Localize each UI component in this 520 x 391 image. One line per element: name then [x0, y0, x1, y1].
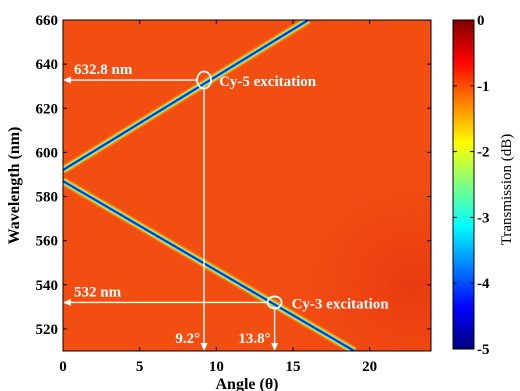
resonance-upper	[63, 20, 311, 174]
colorbar-tick-label: -5	[477, 342, 490, 358]
resonance-lower-band-3	[63, 180, 355, 351]
colorbar-tick-label: 0	[477, 13, 485, 29]
arrow-13deg-head	[271, 343, 279, 351]
colorbar-tick-label: -1	[477, 79, 490, 95]
y-tick-label: 620	[36, 101, 59, 117]
label-cy3-excitation: Cy-3 excitation	[292, 296, 390, 312]
y-axis-label: Wavelength (nm)	[6, 127, 23, 245]
colorbar-tick-label: -3	[477, 210, 490, 226]
y-tick-label: 540	[36, 278, 59, 294]
arrow-13deg	[271, 309, 279, 351]
resonance-lower	[63, 177, 357, 351]
y-tick-label: 640	[36, 57, 59, 73]
circle-cy5	[196, 70, 212, 90]
plot-shading	[63, 20, 431, 351]
arrow-632nm	[63, 76, 198, 84]
label-13-8-deg: 13.8°	[238, 331, 270, 347]
x-tick-label: 15	[286, 359, 301, 375]
y-tick-label: 520	[36, 322, 59, 338]
plot-frame	[62, 19, 432, 352]
x-axis-label: Angle (θ)	[215, 376, 278, 391]
colorbar	[452, 19, 475, 350]
arrow-9deg-head	[200, 343, 208, 351]
arrow-632nm-head	[63, 76, 71, 84]
label-cy5-excitation: Cy-5 excitation	[219, 74, 317, 90]
arrow-532nm	[63, 298, 268, 306]
y-tick-label: 660	[36, 13, 59, 29]
x-tick-label: 5	[136, 359, 144, 375]
y-tick-label: 580	[36, 190, 59, 206]
colorbar-label: Transmission (dB)	[499, 134, 515, 246]
x-tick-label: 10	[209, 359, 224, 375]
y-tick-label: 600	[36, 145, 59, 161]
y-tick-label: 560	[36, 234, 59, 250]
colorbar-tick-label: -4	[477, 276, 490, 292]
label-532nm: 532 nm	[74, 284, 122, 300]
label-632nm: 632.8 nm	[74, 62, 133, 78]
circle-cy3	[266, 295, 283, 310]
label-9-2-deg: 9.2°	[175, 331, 200, 347]
colorbar-tick-label: -2	[477, 145, 490, 161]
x-tick-label: 20	[362, 359, 377, 375]
arrow-532nm-head	[63, 298, 71, 306]
resonance-upper-band-3	[63, 20, 309, 171]
plot-area	[63, 20, 431, 351]
x-tick-label: 0	[59, 359, 67, 375]
